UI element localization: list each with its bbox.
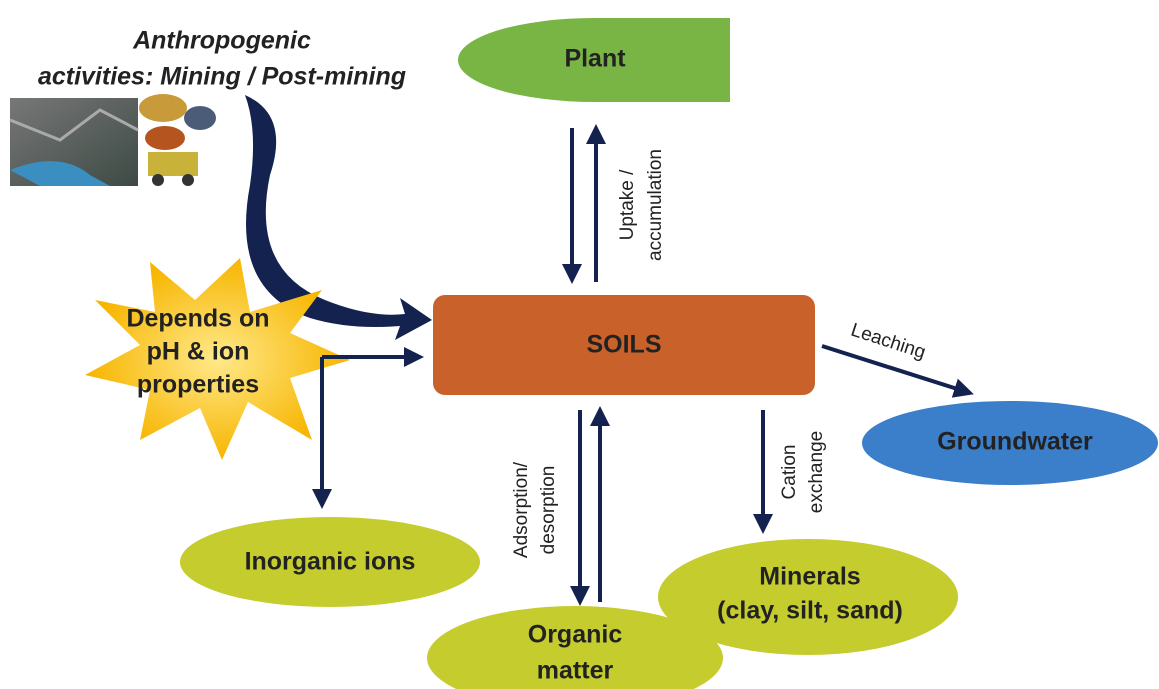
source-line: Anthropogenic (132, 27, 311, 55)
node-label: Minerals (759, 563, 860, 591)
factor-line: properties (137, 371, 259, 399)
inorganic-ellipse (180, 517, 480, 607)
arrows (312, 124, 974, 606)
mining-image (9, 94, 216, 186)
soils-box (433, 295, 815, 395)
plant-ellipse (458, 18, 730, 102)
node-label: Inorganic ions (245, 548, 416, 576)
node-label: Organic (528, 621, 623, 649)
node-label: matter (537, 657, 614, 685)
factor-line: pH & ion (147, 338, 250, 366)
process-label: accumulation (645, 149, 666, 261)
organic-ellipse (427, 606, 723, 689)
node-label: (clay, silt, sand) (717, 597, 903, 625)
factor-line: Depends on (126, 305, 269, 333)
node-label: Groundwater (937, 428, 1093, 456)
minerals-ellipse (658, 539, 958, 655)
starburst (85, 258, 350, 460)
process-label: desorption (538, 466, 559, 555)
node-label: Plant (564, 45, 626, 73)
source-line: activities: Mining / Post-mining (38, 63, 406, 91)
process-label: Uptake / (617, 169, 638, 240)
groundwater-ellipse (862, 401, 1158, 485)
center-label: SOILS (586, 331, 661, 359)
process-label: Adsorption/ (511, 461, 532, 558)
process-label: Cation (779, 445, 800, 500)
process-label: exchange (806, 431, 827, 513)
curved-arrow (245, 95, 432, 340)
